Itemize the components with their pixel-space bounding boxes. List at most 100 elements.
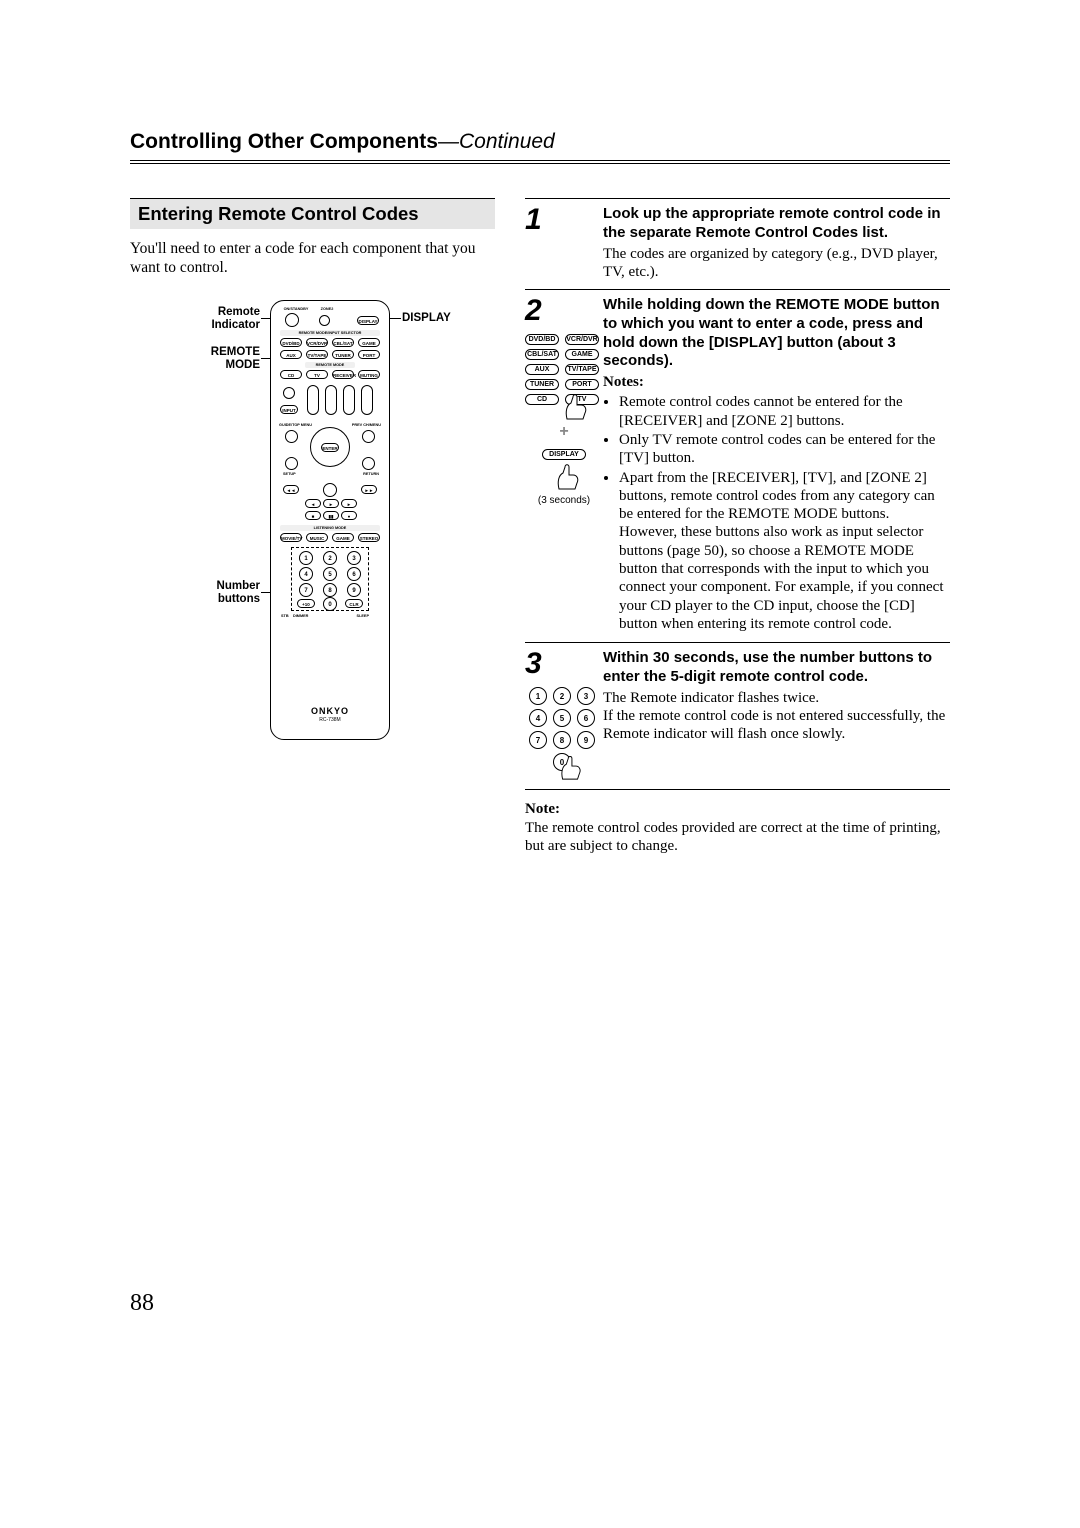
tv-power [283, 387, 295, 399]
step-1-number: 1 [525, 205, 603, 235]
footer-note: Note: The remote control codes provided … [525, 800, 950, 855]
stop: ■ [305, 511, 321, 520]
k4: 4 [529, 709, 547, 727]
note-head: Note: [525, 801, 560, 817]
step-2-number: 2 [525, 296, 603, 326]
note-3: Apart from the [RECEIVER], [TV], and [ZO… [619, 469, 950, 634]
mode-muting: MUTING [358, 370, 380, 379]
ff: ►► [361, 485, 377, 494]
chapter-heading: Controlling Other Components—Continued [130, 130, 950, 164]
btn-display: DISPLAY [357, 316, 379, 325]
chapter-continued: —Continued [438, 130, 555, 153]
step-2-head: While holding down the REMOTE MODE butto… [603, 296, 950, 371]
label-standby: ON/STANDBY [281, 307, 311, 311]
key-10: +10 [297, 599, 315, 608]
play: ► [323, 499, 339, 508]
label-return: RETURN [363, 472, 379, 476]
label-setup: SETUP [283, 472, 296, 476]
step-1-body: The codes are organized by category (e.g… [603, 245, 950, 282]
step-3-head: Within 30 seconds, use the number button… [603, 649, 950, 687]
label-guide: GUIDE/TOP MENU [279, 423, 312, 427]
brand-logo: ONKYO RC-738M [271, 706, 389, 723]
btn-prevch [362, 430, 375, 443]
display-pill-wrap: DISPLAY [525, 443, 603, 461]
k3: 3 [577, 687, 595, 705]
key-3: 3 [347, 551, 361, 565]
mini-port: PORT [565, 379, 599, 390]
muting-side [361, 385, 373, 415]
mini-tvtape: TV/TAPE [565, 364, 599, 375]
key-5: 5 [323, 567, 337, 581]
callout-remote-indicator: RemoteIndicator [180, 306, 260, 332]
mini-dvd: DVD/BD [525, 334, 559, 345]
section-title: Entering Remote Control Codes [130, 198, 495, 229]
hand-icon-3 [557, 753, 635, 781]
step-3-number: 3 [525, 649, 603, 679]
key-6: 6 [347, 567, 361, 581]
btn-standby [285, 313, 299, 327]
btn-setup [285, 457, 298, 470]
chapter-title: Controlling Other Components [130, 130, 438, 153]
seconds-label: (3 seconds) [525, 495, 603, 506]
intro-paragraph: You'll need to enter a code for each com… [130, 239, 495, 278]
callout-display: DISPLAY [402, 312, 451, 325]
mini-aux: AUX [525, 364, 559, 375]
label-prev: PREV CH/MENU [352, 423, 381, 427]
ch [325, 385, 337, 415]
k7: 7 [529, 731, 547, 749]
callout-remote-mode: REMOTEMODE [180, 346, 260, 372]
step-1: 1 Look up the appropriate remote control… [525, 198, 950, 281]
listen-movie: MOVIE/TV [280, 533, 302, 542]
k5: 5 [553, 709, 571, 727]
mode-tv: TV [306, 370, 328, 379]
pause: ▮▮ [323, 511, 339, 520]
step-1-head: Look up the appropriate remote control c… [603, 205, 950, 243]
key-1: 1 [299, 551, 313, 565]
key-8: 8 [323, 583, 337, 597]
plus-icon: + [525, 423, 603, 441]
callout-number-buttons: Numberbuttons [180, 580, 260, 606]
mode-cd: CD [280, 370, 302, 379]
mini-cd: CD [525, 394, 559, 405]
remote-body: ON/STANDBY ZONE2 DISPLAY REMOTE MODE/INP… [270, 300, 390, 740]
mode-tuner: TUNER [332, 350, 354, 359]
hand-icon-2 [553, 461, 631, 491]
btn-zone2 [319, 315, 330, 326]
k1: 1 [529, 687, 547, 705]
mode-tvtape: TV/TAPE [306, 350, 328, 359]
mini-vcr: VCR/DVR [565, 334, 599, 345]
label-dimmer: DIMMER [293, 614, 308, 618]
mode-game: GAME [358, 338, 380, 347]
step-3-body2: If the remote control code is not entere… [603, 707, 950, 744]
step-3: 3 1 2 3 4 5 6 7 8 9 0 [525, 642, 950, 781]
step-3-body1: The Remote indicator flashes twice. [603, 689, 950, 707]
tv-input: INPUT [280, 405, 298, 414]
k6: 6 [577, 709, 595, 727]
mini-display: DISPLAY [542, 449, 586, 460]
mode-receiver: RECEIVER [332, 370, 354, 379]
mini-game: GAME [565, 349, 599, 360]
tv-vol [307, 385, 319, 415]
label-stb: STB [281, 614, 289, 618]
btn-return [362, 457, 375, 470]
rew: ◄◄ [283, 485, 299, 494]
logo-text: ONKYO [311, 706, 349, 716]
final-rule [525, 789, 950, 790]
step-2-notes: Remote control codes cannot be entered f… [603, 393, 950, 633]
mode-port: PORT [358, 350, 380, 359]
band-selector: REMOTE MODE/INPUT SELECTOR [280, 330, 380, 336]
model-text: RC-738M [271, 717, 389, 723]
key-0: 0 [323, 597, 337, 611]
key-2: 2 [323, 551, 337, 565]
remote-diagram: RemoteIndicator DISPLAY REMOTEMODE Numbe… [130, 300, 495, 770]
notes-heading: Notes: [603, 373, 950, 391]
rec: ● [341, 511, 357, 520]
page-number: 88 [130, 1290, 154, 1317]
mini-cbl: CBL/SAT [525, 349, 559, 360]
k8: 8 [553, 731, 571, 749]
k2: 2 [553, 687, 571, 705]
note-2: Only TV remote control codes can be ente… [619, 431, 950, 468]
key-4: 4 [299, 567, 313, 581]
label-zone2: ZONE2 [317, 307, 337, 311]
label-sleep: SLEEP [357, 614, 369, 618]
